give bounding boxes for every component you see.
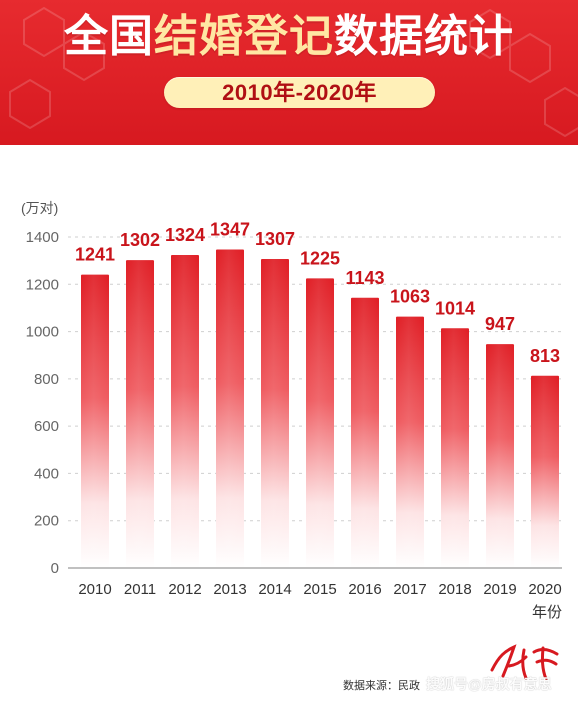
x-tick-label: 2020 <box>528 581 561 598</box>
title-part-2: 结婚登记 <box>154 12 334 61</box>
bar-value-label: 1063 <box>390 287 430 307</box>
x-tick-label: 2011 <box>124 581 156 598</box>
data-source-note: 数据来源：民政 <box>343 680 420 692</box>
x-tick-label: 2018 <box>438 581 471 598</box>
bar-value-label: 813 <box>530 346 560 366</box>
title-part-1: 全国 <box>64 12 154 61</box>
bar-value-label: 1225 <box>300 248 340 268</box>
title-part-3: 数据统计 <box>334 12 514 61</box>
x-tick-label: 2019 <box>483 581 516 598</box>
bar-highlight <box>306 278 334 568</box>
bar-value-label: 1014 <box>435 298 475 318</box>
bar-highlight <box>81 274 109 568</box>
bar-value-label: 1324 <box>165 225 205 245</box>
y-tick-label: 1400 <box>26 229 59 246</box>
hexagon-pattern <box>9 6 578 138</box>
bar-highlight <box>126 260 154 568</box>
bar-highlight <box>441 328 469 568</box>
bar-value-label: 1347 <box>210 220 250 240</box>
bar-highlight <box>261 258 289 568</box>
bar-value-label: 1302 <box>120 230 160 250</box>
y-tick-label: 200 <box>34 513 59 530</box>
y-axis-unit-label: (万对) <box>21 200 58 216</box>
y-tick-label: 600 <box>34 418 59 435</box>
x-tick-label: 2014 <box>258 581 291 598</box>
y-tick-label: 1000 <box>26 324 59 341</box>
x-tick-label: 2017 <box>393 581 426 598</box>
date-range-badge: 2010年-2020年 <box>164 77 435 108</box>
y-tick-label: 1200 <box>26 276 59 293</box>
bar-highlight <box>351 297 379 568</box>
header-banner: 全国结婚登记数据统计 2010年-2020年 <box>0 0 578 145</box>
bar-value-label: 1307 <box>255 229 295 249</box>
x-tick-label: 2015 <box>303 581 336 598</box>
brand-calligraphy-logo <box>490 644 559 681</box>
x-tick-label: 2016 <box>348 581 381 598</box>
x-tick-label: 2013 <box>213 581 246 598</box>
bar-highlight <box>486 344 514 568</box>
marriage-registration-bar-chart: 0 200 400 600 800 1000 1200 1400 (万对) 1241 2010 130… <box>21 200 562 621</box>
bar-value-label: 947 <box>485 314 515 334</box>
y-tick-label: 400 <box>34 465 59 482</box>
y-tick-label: 800 <box>34 371 59 388</box>
y-tick-label: 0 <box>51 560 59 577</box>
bar-value-label: 1241 <box>75 245 115 265</box>
bar-value-label: 1143 <box>345 268 384 288</box>
bar-highlight <box>531 375 559 568</box>
bar-highlight <box>216 249 244 569</box>
x-axis-unit-label: 年份 <box>532 604 562 621</box>
x-tick-label: 2012 <box>168 581 201 598</box>
x-tick-label: 2010 <box>78 581 111 598</box>
bar-highlight <box>171 254 199 568</box>
bar-highlight <box>396 316 424 568</box>
page-title: 全国结婚登记数据统计 <box>0 10 578 64</box>
watermark-text: 搜狐号@房叔有意思 <box>426 676 552 692</box>
